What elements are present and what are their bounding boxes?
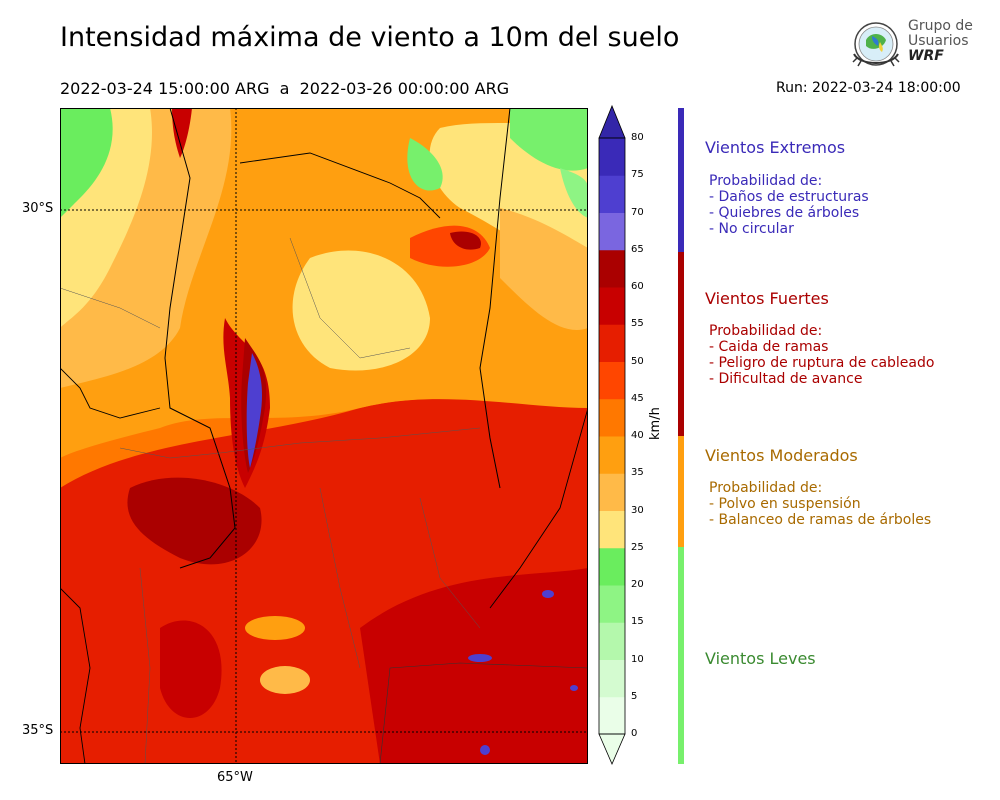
colorbar-bin bbox=[599, 659, 625, 698]
colorbar-tick-label: 80 bbox=[631, 132, 644, 143]
colorbar-bin bbox=[599, 585, 625, 623]
colorbar-bin bbox=[599, 473, 625, 511]
colorbar-tick-label: 55 bbox=[631, 318, 644, 330]
category-strong-details: Probabilidad de: - Caida de ramas - Peli… bbox=[709, 323, 935, 387]
category-moderate-details: Probabilidad de: - Polvo en suspensión -… bbox=[709, 480, 932, 528]
colorbar-bin bbox=[599, 138, 625, 176]
colorbar-tick-label: 60 bbox=[631, 281, 644, 292]
colorbar-tick-label: 45 bbox=[631, 392, 644, 404]
category-extreme-title: Vientos Extremos bbox=[705, 138, 846, 157]
colorbar-bin bbox=[599, 622, 625, 660]
logo-text: Grupo de Usuarios WRF bbox=[908, 18, 973, 64]
colorbar-tick-label: 50 bbox=[631, 355, 644, 367]
colorbar-tick-label: 15 bbox=[631, 616, 644, 628]
globe-emblem-icon bbox=[852, 22, 900, 67]
category-moderate-title: Vientos Moderados bbox=[705, 446, 858, 465]
colorbar-tick-label: 70 bbox=[631, 206, 644, 218]
forecast-period: 2022-03-24 15:00:00 ARG a 2022-03-26 00:… bbox=[60, 79, 510, 98]
colorbar bbox=[598, 104, 626, 766]
wind-map bbox=[60, 108, 588, 764]
colorbar-tick-label: 40 bbox=[631, 430, 644, 441]
colorbar-bin bbox=[599, 324, 625, 362]
category-extreme-details: Probabilidad de: - Daños de estructuras … bbox=[709, 173, 869, 237]
category-strong-title: Vientos Fuertes bbox=[705, 289, 829, 308]
colorbar-tick-label: 65 bbox=[631, 243, 644, 255]
band-extreme bbox=[678, 108, 684, 252]
lat-label-30s: 30°S bbox=[22, 201, 54, 216]
run-time: Run: 2022-03-24 18:00:00 bbox=[776, 80, 961, 96]
colorbar-bin bbox=[599, 696, 625, 735]
colorbar-bin bbox=[599, 547, 625, 586]
band-moderate bbox=[678, 436, 684, 547]
colorbar-bin bbox=[599, 510, 625, 549]
colorbar-bin bbox=[599, 436, 625, 474]
page-title: Intensidad máxima de viento a 10m del su… bbox=[60, 22, 680, 53]
logo: Grupo de Usuarios WRF bbox=[848, 18, 978, 74]
colorbar-bin bbox=[599, 175, 625, 213]
band-strong bbox=[678, 252, 684, 436]
colorbar-bin bbox=[599, 287, 625, 325]
colorbar-tick-label: 20 bbox=[631, 579, 644, 590]
colorbar-tick-label: 10 bbox=[631, 653, 644, 665]
lat-label-35s: 35°S bbox=[22, 723, 54, 738]
colorbar-tick-label: 5 bbox=[631, 690, 638, 702]
colorbar-unit: km/h bbox=[648, 407, 663, 440]
lon-label-65w: 65°W bbox=[217, 770, 253, 785]
colorbar-tick-label: 75 bbox=[631, 169, 644, 181]
category-light-title: Vientos Leves bbox=[705, 649, 816, 668]
colorbar-tick-label: 30 bbox=[631, 504, 644, 516]
band-light bbox=[678, 547, 684, 764]
colorbar-tick-label: 0 bbox=[631, 728, 638, 739]
colorbar-bin bbox=[599, 398, 625, 437]
colorbar-tick-label: 35 bbox=[631, 467, 644, 479]
colorbar-bin bbox=[599, 212, 625, 251]
colorbar-bin bbox=[599, 249, 625, 288]
colorbar-tick-label: 25 bbox=[631, 541, 644, 553]
colorbar-bin bbox=[599, 361, 625, 400]
